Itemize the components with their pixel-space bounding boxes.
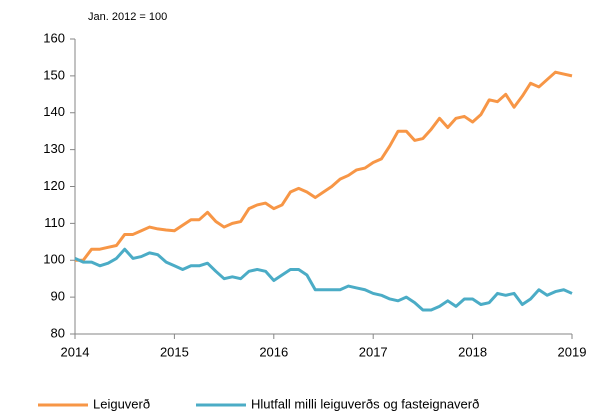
y-tick-label: 100 — [43, 252, 65, 267]
legend-label: Leiguverð — [93, 396, 150, 411]
y-tick-label: 150 — [43, 67, 65, 82]
y-tick-label: 110 — [44, 215, 65, 230]
y-tick-label: 140 — [43, 104, 65, 119]
chart-subtitle: Jan. 2012 = 100 — [88, 11, 167, 23]
x-tick-label: 2016 — [259, 344, 288, 359]
y-tick-label: 80 — [51, 325, 65, 340]
x-tick-label: 2014 — [61, 344, 90, 359]
x-tick-label: 2019 — [558, 344, 587, 359]
x-tick-label: 2018 — [458, 344, 487, 359]
y-tick-label: 160 — [43, 30, 65, 45]
x-tick-label: 2015 — [160, 344, 189, 359]
x-tick-label: 2017 — [359, 344, 388, 359]
y-tick-label: 130 — [43, 141, 65, 156]
y-tick-label: 120 — [43, 178, 65, 193]
legend-label: Hlutfall milli leiguverðs og fasteignave… — [251, 396, 479, 411]
series-line — [75, 70, 573, 262]
y-tick-label: 90 — [51, 289, 65, 304]
series-line — [74, 247, 573, 312]
